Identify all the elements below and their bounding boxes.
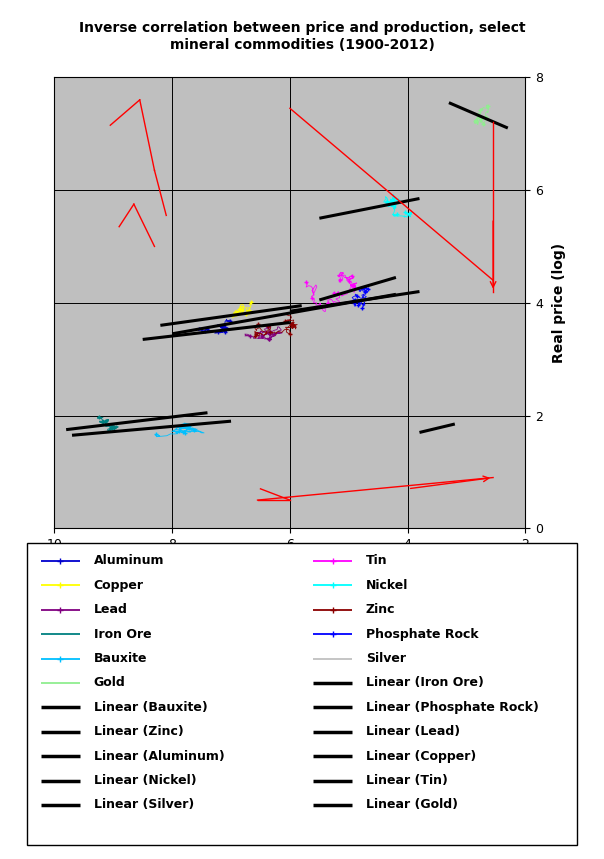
Text: Tin: Tin	[366, 555, 388, 568]
Text: Lead: Lead	[94, 603, 127, 616]
Text: Linear (Nickel): Linear (Nickel)	[94, 774, 196, 787]
Text: Linear (Phosphate Rock): Linear (Phosphate Rock)	[366, 701, 539, 714]
Text: Silver: Silver	[366, 652, 406, 665]
X-axis label: Production volume (log): Production volume (log)	[195, 557, 385, 570]
Text: Inverse correlation between price and production, select
mineral commodities (19: Inverse correlation between price and pr…	[79, 21, 525, 52]
Text: Iron Ore: Iron Ore	[94, 628, 151, 641]
Text: Copper: Copper	[94, 579, 144, 592]
Text: Phosphate Rock: Phosphate Rock	[366, 628, 478, 641]
Text: Zinc: Zinc	[366, 603, 396, 616]
Text: Linear (Bauxite): Linear (Bauxite)	[94, 701, 207, 714]
Text: Linear (Lead): Linear (Lead)	[366, 725, 460, 738]
Text: Linear (Zinc): Linear (Zinc)	[94, 725, 184, 738]
Text: Linear (Silver): Linear (Silver)	[94, 799, 194, 812]
Text: Linear (Gold): Linear (Gold)	[366, 799, 458, 812]
Text: Linear (Iron Ore): Linear (Iron Ore)	[366, 677, 484, 690]
Text: Gold: Gold	[94, 677, 126, 690]
Text: Linear (Copper): Linear (Copper)	[366, 750, 476, 763]
Text: Bauxite: Bauxite	[94, 652, 147, 665]
Text: Nickel: Nickel	[366, 579, 408, 592]
Text: Linear (Tin): Linear (Tin)	[366, 774, 448, 787]
Text: Aluminum: Aluminum	[94, 555, 164, 568]
Text: Linear (Aluminum): Linear (Aluminum)	[94, 750, 224, 763]
Y-axis label: Real price (log): Real price (log)	[551, 243, 565, 362]
